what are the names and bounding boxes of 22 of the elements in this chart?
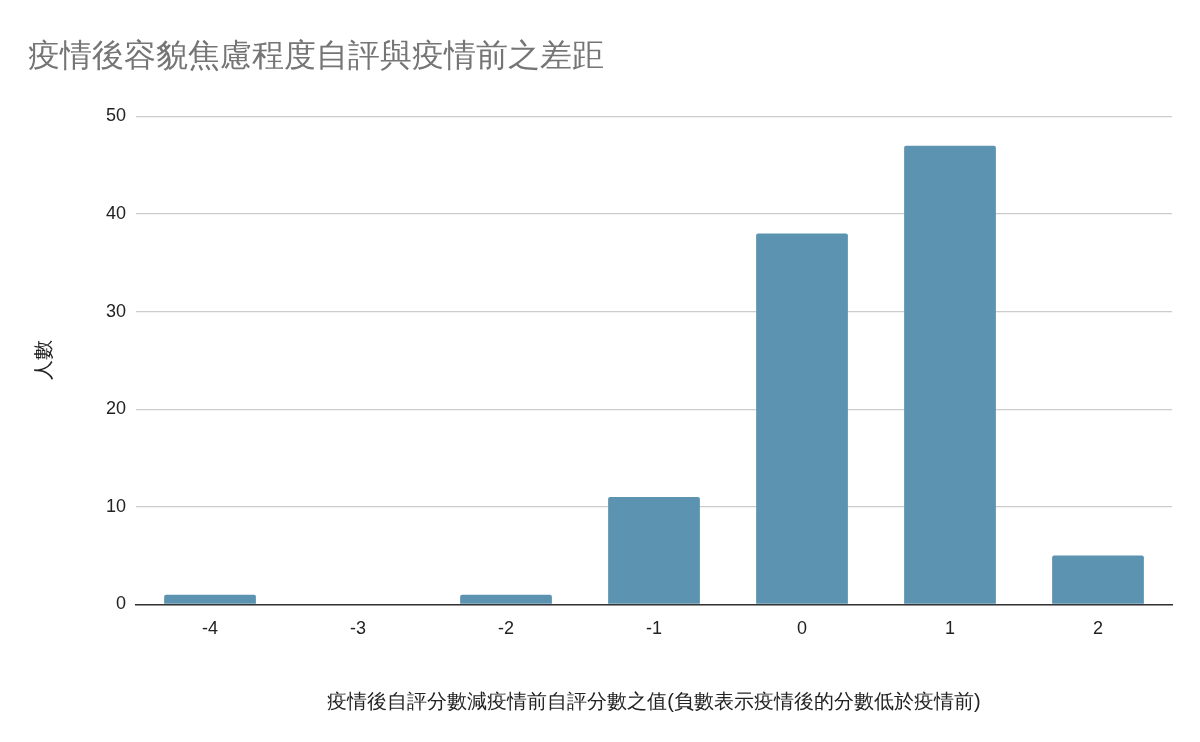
y-tick-label: 40 <box>105 202 127 223</box>
bar <box>1052 555 1144 604</box>
y-tick-label: 30 <box>105 300 127 321</box>
chart-title: 疫情後容貌焦慮程度自評與疫情前之差距 <box>28 37 604 74</box>
y-tick-label: 20 <box>105 398 127 419</box>
bar <box>904 145 996 604</box>
x-axis-title: 疫情後自評分數減疫情前自評分數之值(負數表示疫情後的分數低於疫情前) <box>327 689 981 712</box>
y-tick-label: 50 <box>105 105 127 126</box>
bar <box>164 594 256 604</box>
y-tick-label: 10 <box>105 495 127 516</box>
bar <box>460 594 552 604</box>
y-tick-label: 0 <box>116 593 127 614</box>
x-tick-label: -2 <box>498 618 515 639</box>
bar <box>756 233 848 604</box>
y-axis-title: 人數 <box>31 340 54 381</box>
bar <box>608 497 700 604</box>
x-tick-label: -4 <box>202 618 219 639</box>
x-tick-label: -1 <box>646 618 663 639</box>
x-tick-label: 1 <box>945 618 956 639</box>
x-tick-label: 0 <box>797 618 808 639</box>
x-tick-label: 2 <box>1092 618 1104 639</box>
x-tick-label: -3 <box>350 618 367 639</box>
